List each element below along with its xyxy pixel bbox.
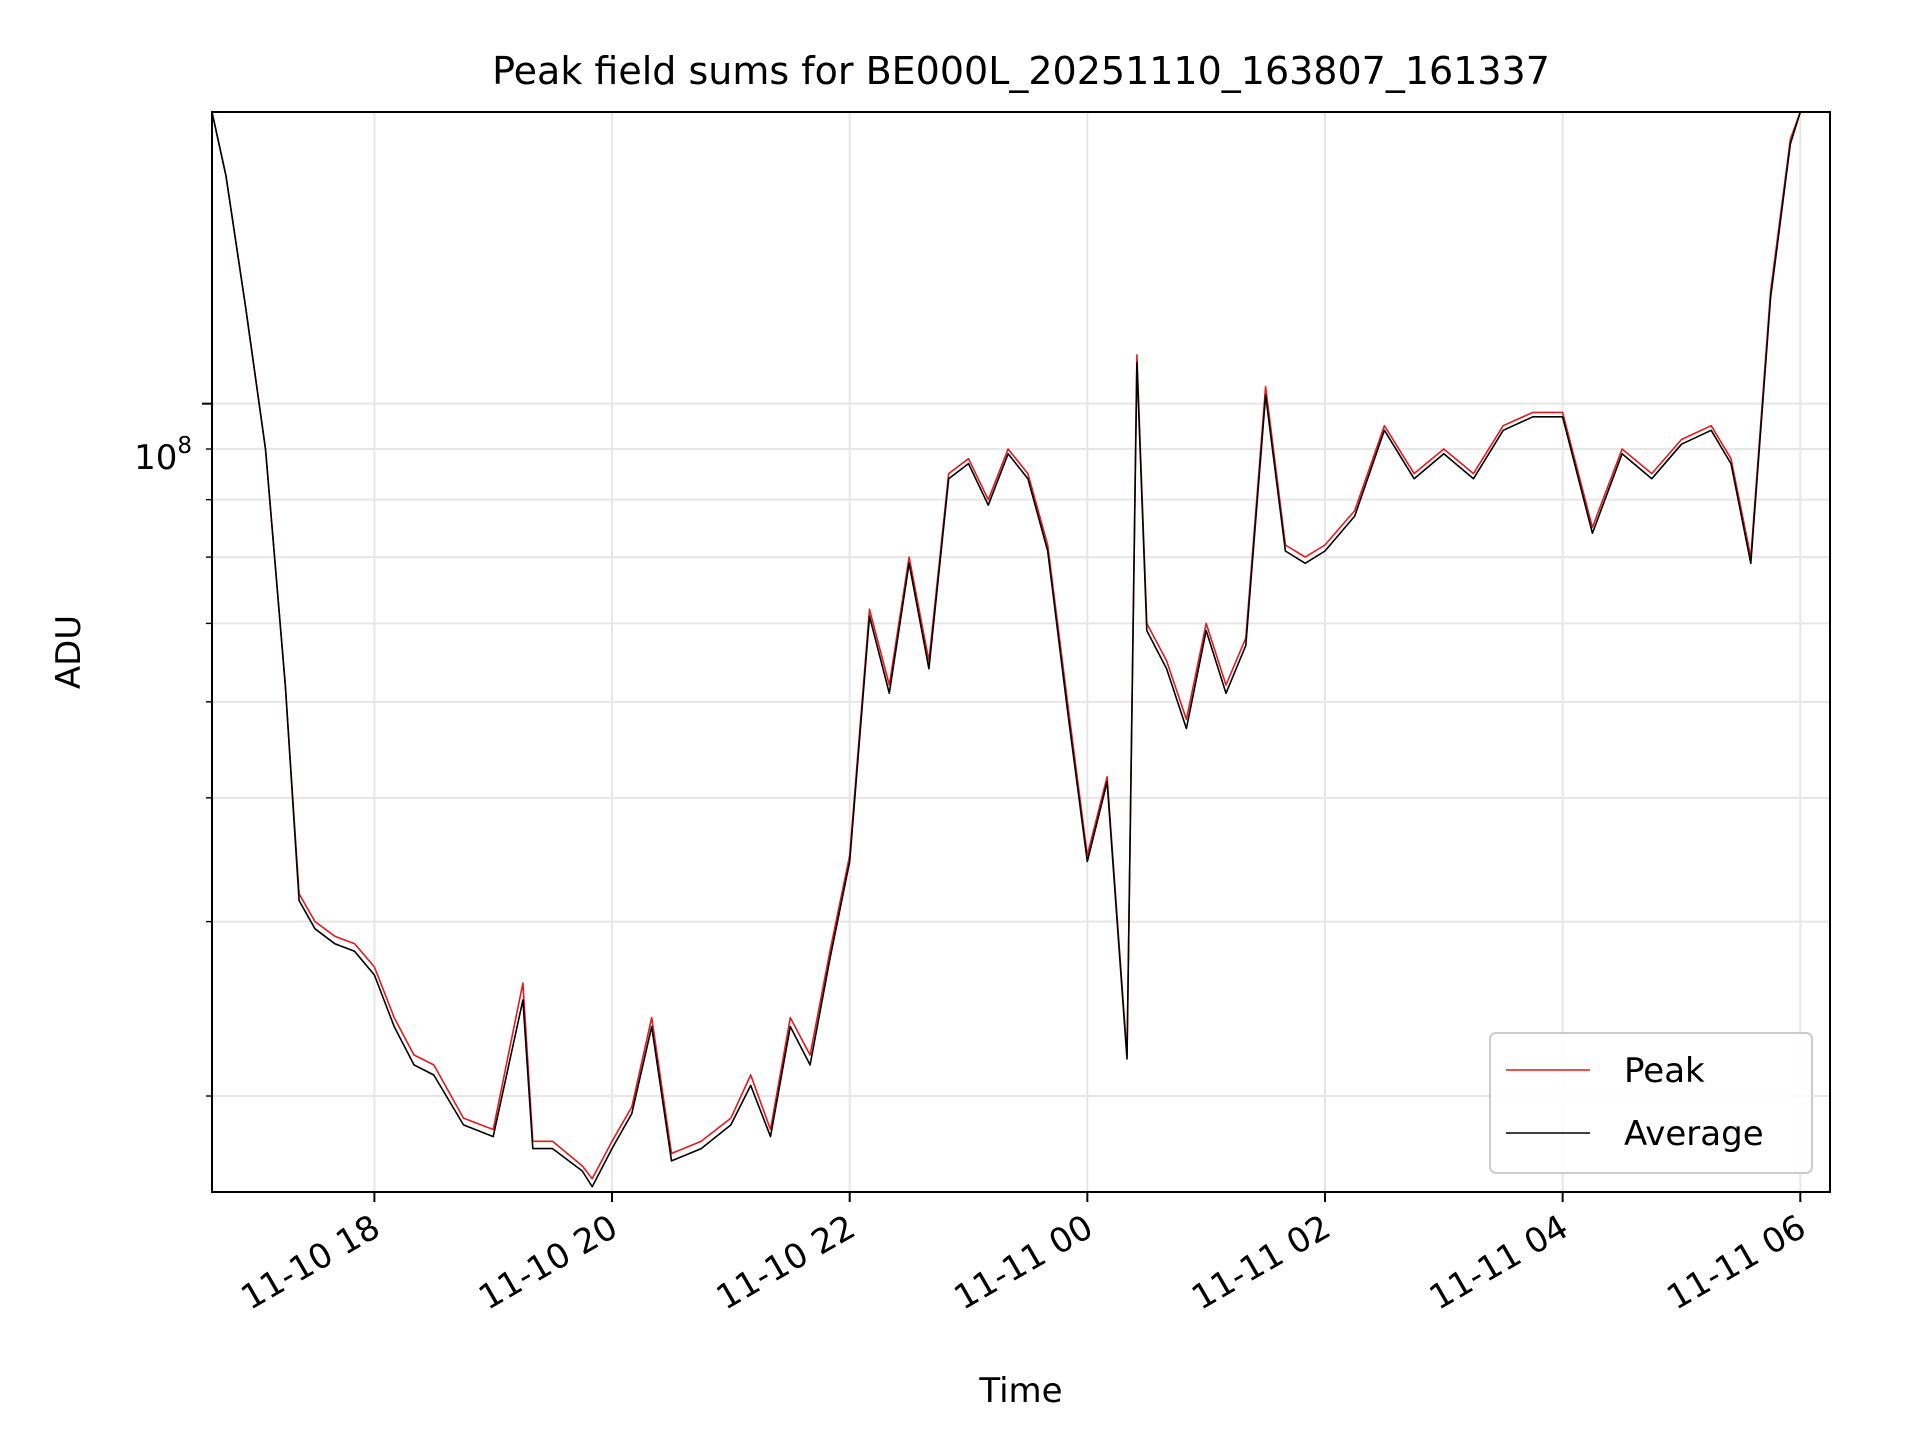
plot-frame (211, 111, 1831, 1193)
y-axis: 108 (134, 402, 212, 1097)
legend-peak-label: Peak (1624, 1051, 1705, 1091)
legend: Peak Average (1489, 1032, 1813, 1174)
plot-lines (211, 111, 1802, 1188)
y-axis-label: ADU (49, 615, 89, 689)
chart-title: Peak field sums for BE000L_20251110_1638… (492, 49, 1550, 93)
grid-lines (212, 112, 1830, 1192)
x-axis-label: Time (978, 1371, 1062, 1411)
legend-average-label: Average (1624, 1114, 1764, 1154)
legend-box (1489, 1032, 1813, 1174)
series-line-average (211, 111, 1802, 1188)
y-tick-label: 108 (134, 433, 192, 478)
series-line-peak (211, 111, 1802, 1180)
